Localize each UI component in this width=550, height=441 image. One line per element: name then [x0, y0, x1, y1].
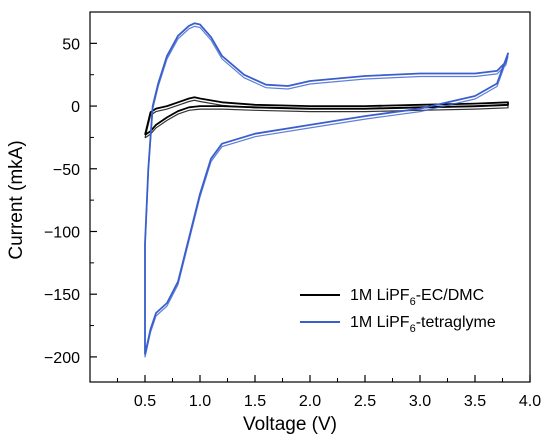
series-layer [144, 22, 509, 358]
x-tick-label: 2.5 [354, 393, 376, 410]
series-line-0 [144, 96, 509, 136]
x-tick-label: 0.5 [134, 393, 156, 410]
x-tick-label: 1.0 [189, 393, 211, 410]
y-tick-label: 0 [71, 99, 80, 116]
x-tick-label: 4.0 [519, 393, 541, 410]
x-axis-ticks: 0.5 1.0 1.5 2.0 2.5 3.0 3.5 4.0 [117, 375, 541, 410]
x-tick-label: 3.0 [409, 393, 431, 410]
series-line-1 [144, 22, 509, 355]
legend-label-0: 1M LiPF6-EC/DMC [350, 287, 484, 308]
x-tick-label: 1.5 [244, 393, 266, 410]
y-axis-title: Current (mkA) [6, 140, 27, 259]
x-tick-label: 3.5 [464, 393, 486, 410]
legend-label-text: 1M LiPF [350, 314, 410, 331]
legend-label-1: 1M LiPF6-tetraglyme [350, 314, 496, 335]
y-tick-label: −100 [44, 224, 80, 241]
series-line-0-cycle [144, 99, 509, 139]
x-axis-title: Voltage (V) [243, 414, 337, 435]
legend-label-text: 1M LiPF [350, 287, 410, 304]
y-tick-label: −200 [44, 350, 80, 367]
x-tick-label: 2.0 [299, 393, 321, 410]
legend-label-text: -EC/DMC [416, 287, 484, 304]
legend-label-text: -tetraglyme [416, 314, 496, 331]
legend-label-subscript: 6 [410, 296, 416, 308]
y-tick-label: −50 [53, 162, 80, 179]
y-tick-label: 50 [62, 36, 80, 53]
y-axis-ticks: 50 0 −50 −100 −150 −200 [44, 36, 97, 367]
series-line-1-cycle [144, 25, 509, 358]
legend-label-subscript: 6 [410, 323, 416, 335]
y-tick-label: −150 [44, 287, 80, 304]
